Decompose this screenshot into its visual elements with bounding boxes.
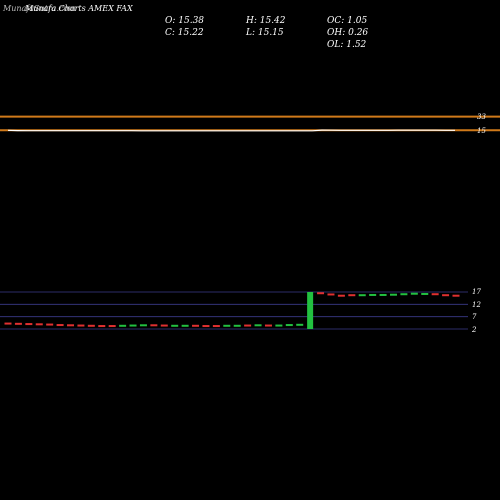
volume-bar-9	[98, 325, 106, 328]
volume-bar-32	[337, 294, 345, 297]
volume-bar-39	[410, 292, 418, 295]
volume-bar-14	[150, 324, 158, 327]
upper-axis-label-top: 33	[477, 113, 486, 121]
volume-bar-25	[264, 324, 272, 327]
volume-bar-34	[358, 294, 366, 297]
open-value: O: 15.38	[165, 16, 205, 26]
volume-bar-27	[285, 324, 293, 327]
volume-bar-28	[296, 323, 304, 326]
upper-axis-label-bottom: 15	[477, 127, 486, 135]
oc-value: OC: 1.05	[327, 16, 368, 26]
lower-axis-tick-17: 17	[472, 288, 481, 296]
ol-value: OL: 1.52	[327, 40, 367, 50]
volume-bar-43	[452, 294, 460, 297]
volume-bar-19	[202, 325, 210, 328]
volume-bar-35	[369, 293, 377, 296]
high-value: H: 15.42	[246, 16, 286, 26]
volume-bar-10	[108, 325, 116, 328]
lower-axis-tick-2: 2	[472, 326, 477, 334]
volume-bar-11	[119, 324, 127, 327]
volume-bar-26	[275, 324, 283, 327]
volume-bar-2	[25, 323, 33, 326]
oh-value: OH: 0.26	[327, 28, 369, 38]
volume-bar-22	[233, 324, 241, 327]
lower-axis-tick-12: 12	[472, 301, 481, 309]
low-value: L: 15.15	[246, 28, 284, 38]
volume-bar-33	[348, 294, 356, 297]
volume-bar-18	[192, 324, 200, 327]
volume-bar-7	[77, 324, 85, 327]
volume-bar-29	[307, 292, 314, 329]
volume-bar-24	[254, 324, 262, 327]
watermark: MunafaSutra.com	[3, 4, 76, 13]
volume-bar-21	[223, 324, 231, 327]
volume-bar-3	[35, 323, 43, 326]
volume-bar-23	[244, 324, 252, 327]
lower-axis-tick-7: 7	[472, 313, 477, 321]
price-line	[7, 129, 455, 132]
close-value: C: 15.22	[165, 28, 204, 38]
volume-bar-16	[171, 324, 179, 327]
volume-bar-17	[181, 324, 189, 327]
volume-bar-12	[129, 324, 137, 327]
volume-bar-13	[139, 324, 147, 327]
chart-title: Munafa Charts AMEX FAX	[25, 4, 133, 13]
volume-bar-0	[4, 322, 12, 325]
volume-bar-42	[442, 294, 450, 297]
volume-bar-30	[317, 292, 325, 295]
volume-bar-5	[56, 324, 64, 327]
volume-bar-15	[160, 324, 168, 327]
volume-bar-41	[431, 293, 439, 296]
volume-bar-36	[379, 293, 387, 296]
volume-bar-20	[212, 325, 220, 328]
volume-bar-37	[389, 293, 397, 296]
volume-bar-8	[87, 324, 95, 327]
volume-bar-31	[327, 293, 335, 296]
volume-bar-38	[400, 293, 408, 296]
volume-bar-4	[46, 323, 54, 326]
volume-bar-1	[14, 322, 22, 325]
volume-bar-6	[67, 324, 75, 327]
volume-bar-40	[421, 292, 429, 295]
